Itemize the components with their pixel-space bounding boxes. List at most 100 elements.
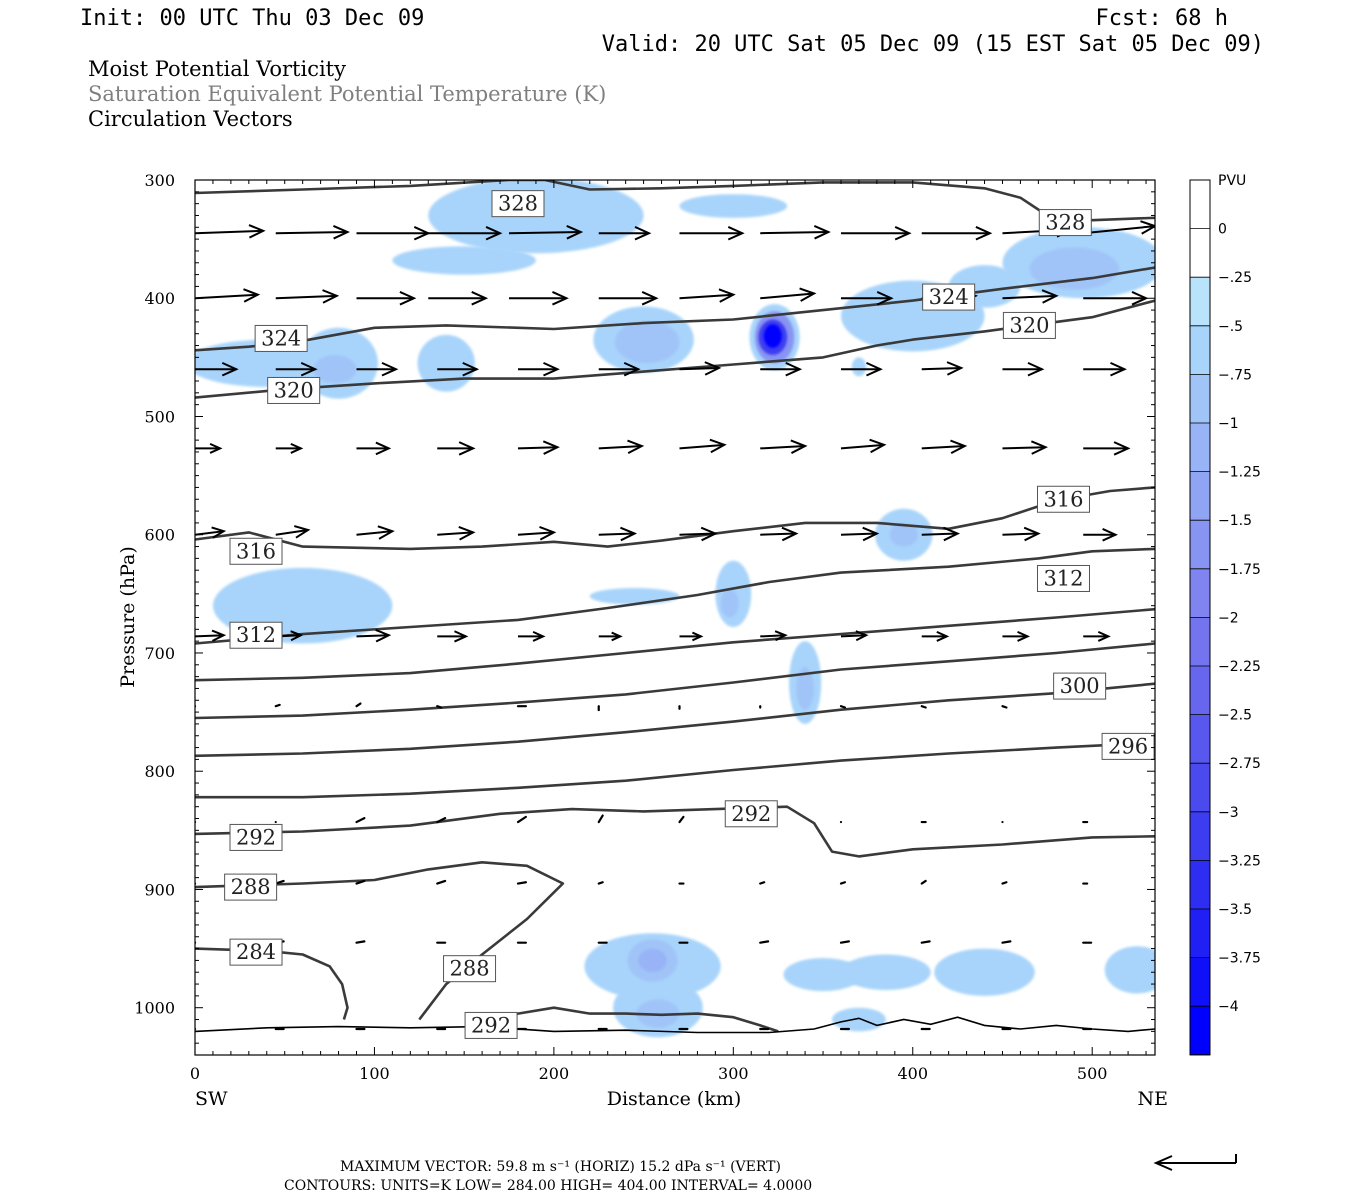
circulation-vector-stub xyxy=(839,881,847,885)
theta-contour-328 xyxy=(195,180,1155,222)
theta-label-text: 328 xyxy=(498,192,538,216)
end-label-ne: NE xyxy=(1138,1088,1169,1110)
circulation-vector xyxy=(598,439,645,454)
pv-region xyxy=(851,357,867,377)
circulation-vector xyxy=(760,526,799,542)
theta-label-box xyxy=(922,283,976,311)
vector-shaft xyxy=(356,634,389,638)
circulation-vector xyxy=(509,291,569,306)
circulation-vector xyxy=(840,526,880,542)
colorbar-swatch xyxy=(1190,325,1210,375)
theta-label: 324 xyxy=(922,283,976,311)
x-tick-label: 400 xyxy=(897,1064,928,1083)
theta-label-text: 316 xyxy=(1043,487,1083,511)
vector-head xyxy=(1041,289,1059,304)
colorbar-label: −3.5 xyxy=(1218,902,1252,918)
colorbar-swatch xyxy=(1190,811,1210,861)
theta-contour-304 xyxy=(195,642,1155,720)
vector-shaft xyxy=(679,532,716,536)
circulation-vector xyxy=(437,526,476,541)
circulation-vector-stub xyxy=(355,940,366,944)
colorbar-label: −3.25 xyxy=(1218,853,1261,869)
vector-head xyxy=(691,631,704,642)
vector-shaft xyxy=(437,531,474,536)
vector-head xyxy=(700,526,718,542)
vector-shaft xyxy=(275,529,309,536)
colorbar-label: −.75 xyxy=(1218,367,1252,383)
y-tick-label: 600 xyxy=(144,526,175,545)
surface-line xyxy=(195,1016,1155,1034)
pv-region xyxy=(313,355,357,384)
circulation-vector xyxy=(921,630,950,642)
circulation-vector xyxy=(598,361,641,377)
circulation-vector xyxy=(195,224,266,239)
circulation-vector xyxy=(437,441,476,456)
theta-label-box xyxy=(254,324,308,352)
pv-region xyxy=(763,324,782,348)
circulation-vector-stub xyxy=(1001,705,1008,709)
vector-shaft xyxy=(679,443,725,450)
circulation-vector xyxy=(195,361,239,377)
vector-head xyxy=(290,442,304,454)
theta-contour-308 xyxy=(195,607,1155,682)
theta-label: 312 xyxy=(1036,564,1090,592)
circulation-vector xyxy=(760,630,788,642)
circulation-vector xyxy=(195,526,227,539)
theta-label: 292 xyxy=(464,1011,518,1039)
vector-head xyxy=(552,291,569,306)
colorbar-swatch xyxy=(1190,666,1210,716)
pv-region xyxy=(638,948,667,973)
circulation-vector xyxy=(1083,291,1149,306)
circulation-vector-stub xyxy=(1001,940,1012,944)
vector-shaft xyxy=(840,532,877,536)
theta-contour-292 xyxy=(481,1006,779,1033)
y-tick-label: 800 xyxy=(144,762,175,781)
circulation-vector xyxy=(598,526,638,542)
colorbar-frame xyxy=(1189,179,1211,1056)
circulation-vector xyxy=(679,631,704,642)
circulation-vector xyxy=(356,441,392,456)
vector-head xyxy=(862,526,880,542)
end-label-sw: SW xyxy=(195,1088,228,1110)
circulation-vector xyxy=(356,628,392,643)
circulation-vector xyxy=(517,526,557,541)
theta-label-text: 328 xyxy=(1045,211,1085,235)
vector-head xyxy=(375,628,392,643)
vector-head xyxy=(381,361,399,377)
circulation-vector-stub xyxy=(516,815,527,824)
vector-head xyxy=(709,438,727,454)
pv-region xyxy=(796,667,815,710)
reference-vector xyxy=(1153,1154,1237,1171)
vector-shaft xyxy=(598,445,642,450)
circulation-vector xyxy=(195,442,223,454)
circulation-vector xyxy=(1083,528,1118,542)
theta-label-box xyxy=(491,190,545,218)
vector-head xyxy=(855,630,869,642)
theta-label: 320 xyxy=(267,376,321,404)
circulation-vector xyxy=(760,287,817,302)
circulation-vector xyxy=(275,442,304,454)
theta-label-text: 292 xyxy=(236,825,276,849)
pv-region xyxy=(1029,247,1120,290)
circulation-vector xyxy=(356,525,395,540)
circulation-vector xyxy=(1083,220,1155,235)
circulation-vector xyxy=(1002,630,1031,642)
theta-label-box xyxy=(1036,564,1090,592)
axis-ticks: 0 100 200 300 400 500 300 400 500 600 700 800 900 100… xyxy=(134,171,1155,1083)
theta-label-box xyxy=(1101,732,1155,760)
circulation-vector xyxy=(921,225,993,241)
circulation-vector xyxy=(509,225,584,240)
theta-label-text: 300 xyxy=(1060,674,1100,698)
vector-shaft xyxy=(1002,294,1057,300)
colorbar-swatch xyxy=(1190,714,1210,764)
pv-region xyxy=(589,587,680,605)
vector-shaft xyxy=(195,293,258,300)
vector-head xyxy=(785,361,803,377)
theta-label-text: 324 xyxy=(929,285,969,309)
vector-shaft xyxy=(1083,225,1155,235)
vector-shaft xyxy=(921,445,965,450)
colorbar-label: −2.25 xyxy=(1218,659,1261,675)
pv-region xyxy=(934,948,1035,996)
circulation-vector-stub xyxy=(597,814,604,824)
